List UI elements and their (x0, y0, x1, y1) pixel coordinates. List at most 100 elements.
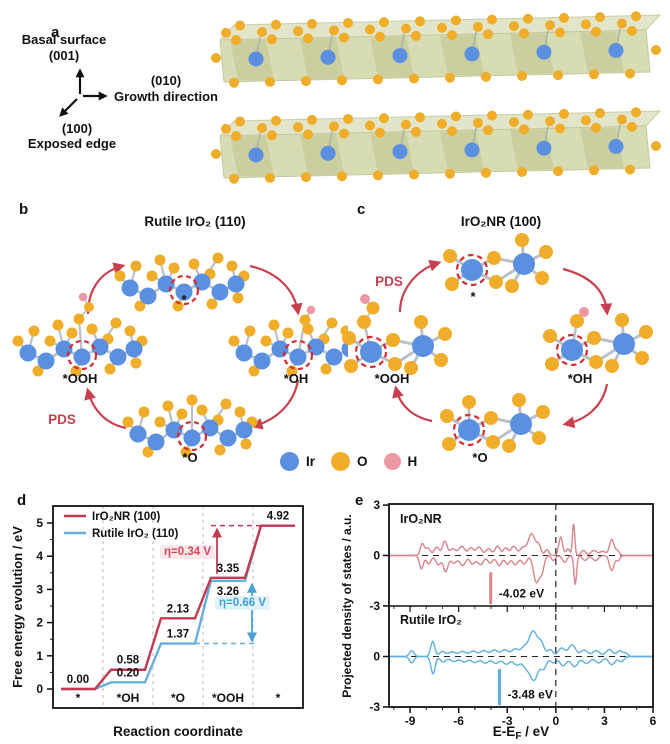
arrow-free-to-oh (562, 267, 613, 316)
x-tick-label: 3 (601, 714, 608, 728)
pds-label-c: PDS (375, 274, 403, 289)
panel-label-c: c (357, 201, 366, 218)
panel-c-cycle: IrO₂NR (100) PDS * *OH *O *OOH (342, 214, 653, 465)
edge-miller-label: (100) (62, 121, 92, 136)
x-category-label: * (276, 691, 281, 705)
x-tick-label: 0 (552, 714, 559, 728)
x-tick-label: 6 (650, 714, 657, 728)
state-label-o: *O (472, 450, 487, 465)
arrow-oh-to-o (562, 383, 609, 429)
y-tick-label: 0 (373, 549, 380, 563)
x-tick-label: -3 (502, 714, 513, 728)
panel-label-e: e (355, 492, 364, 509)
series-line (61, 524, 295, 691)
nanoribbon-slab-bottom (211, 107, 662, 184)
h-atom-icon (383, 453, 401, 470)
value-label: 4.92 (267, 511, 289, 523)
legend-entry: Rutile IrO₂ (110) (92, 528, 178, 540)
y-tick-label: -3 (369, 700, 380, 714)
panel-label-b: b (19, 201, 29, 218)
x-category-label: * (76, 691, 81, 705)
x-tick-label: -9 (405, 714, 416, 728)
cluster-nr-free-site (443, 233, 553, 293)
arrow-ooh-to-free-pds (398, 259, 442, 313)
cluster-rutile-o (122, 394, 258, 458)
state-label-ooh: *OOH (375, 371, 410, 386)
y-tick-label: 3 (373, 498, 380, 512)
cluster-nr-oh (543, 307, 653, 373)
o-atom-icon (331, 452, 351, 471)
legend-item-h: H (383, 453, 418, 470)
overpotential-red-annotation: η=0.34 V (160, 545, 215, 559)
panel-label-a: a (51, 24, 60, 41)
x-axis-label: Reaction coordinate (113, 724, 243, 739)
y-tick-label: -3 (369, 599, 380, 613)
legend-label-o: O (357, 454, 368, 469)
cluster-rutile-free-site (114, 252, 250, 312)
basal-miller-label: (001) (49, 48, 79, 63)
band-center-label: -4.02 eV (499, 587, 544, 601)
legend-label-ir: Ir (306, 454, 316, 469)
arrow-o-to-ooh (392, 385, 433, 423)
y-tick-label: 1 (36, 649, 43, 663)
x-category-label: *OOH (212, 691, 244, 705)
panel-c-title: IrO₂NR (100) (461, 214, 541, 229)
y-tick-label: 5 (36, 516, 43, 530)
y-tick-label: 3 (36, 582, 43, 596)
arrow-oh-to-o (250, 379, 300, 430)
legend-item-ir: Ir (280, 452, 315, 471)
x-category-label: *OH (117, 691, 140, 705)
dos-curve-spin-down (389, 554, 653, 585)
edge-label: Exposed edge (28, 136, 116, 151)
cluster-rutile-oh (228, 305, 348, 377)
legend-item-o: O (331, 452, 368, 471)
y-tick-label: 4 (36, 549, 43, 563)
cluster-rutile-ooh (12, 292, 148, 377)
y-axis-label: Free energy evolution / eV (10, 526, 25, 688)
basal-surface-label: Basal surface (22, 32, 107, 47)
pds-label-b: PDS (48, 412, 76, 427)
growth-direction-label: Growth direction (114, 89, 218, 104)
legend-label-h: H (407, 454, 418, 469)
value-label: 1.37 (167, 629, 189, 641)
x-axis-label: E-EF / eV (493, 724, 549, 742)
state-label-o: *O (182, 450, 197, 465)
dos-curve-spin-down (389, 655, 653, 682)
value-label: 3.35 (217, 563, 240, 575)
y-tick-label: 2 (36, 616, 43, 630)
value-label: 3.26 (217, 586, 239, 598)
x-tick-label: -6 (453, 714, 464, 728)
panel-a-structure: Basal surface (001) (010) Growth directi… (22, 11, 662, 184)
state-label-free: * (470, 289, 476, 304)
nanoribbon-slab-top (211, 11, 662, 88)
growth-miller-label: (010) (151, 73, 181, 88)
x-category-label: *O (171, 691, 185, 705)
state-label-ooh: *OOH (63, 371, 98, 386)
dos-panel-title: Rutile IrO₂ (400, 613, 462, 627)
panel-e-pdos-chart: -4.02 eV IrO₂NR 3 0 -3 -3.48 eV Rutile IrO₂ 0 -3… (340, 498, 657, 742)
y-tick-label: 0 (36, 682, 43, 696)
orientation-axes-icon (59, 68, 108, 117)
y-axis-label: Projected density of states / a.u. (340, 514, 354, 697)
arrow-free-to-oh (249, 264, 303, 316)
cluster-nr-o (440, 393, 550, 453)
state-label-oh: *OH (284, 371, 309, 386)
ir-atom-icon (280, 452, 299, 471)
state-label-free: * (181, 292, 187, 307)
value-label: 0.20 (117, 667, 139, 679)
legend-entry: IrO₂NR (100) (92, 511, 161, 523)
panel-b-cycle: Rutile IrO₂ (110) PDS * *OH *O *OOH (12, 214, 348, 465)
panel-b-title: Rutile IrO₂ (110) (144, 214, 245, 229)
panel-label-d: d (17, 492, 27, 509)
value-label: 2.13 (167, 603, 189, 615)
y-tick-label: 0 (373, 650, 380, 664)
dos-curve-spin-up (389, 629, 653, 658)
dos-curve-spin-up (389, 523, 653, 557)
cluster-nr-ooh (342, 294, 452, 375)
state-label-oh: *OH (568, 371, 593, 386)
value-label: 0.58 (117, 655, 140, 667)
arrow-o-to-ooh-pds (84, 387, 127, 430)
value-label: 0.00 (67, 674, 89, 686)
overpotential-blue-annotation: η=0.66 V (215, 596, 270, 610)
